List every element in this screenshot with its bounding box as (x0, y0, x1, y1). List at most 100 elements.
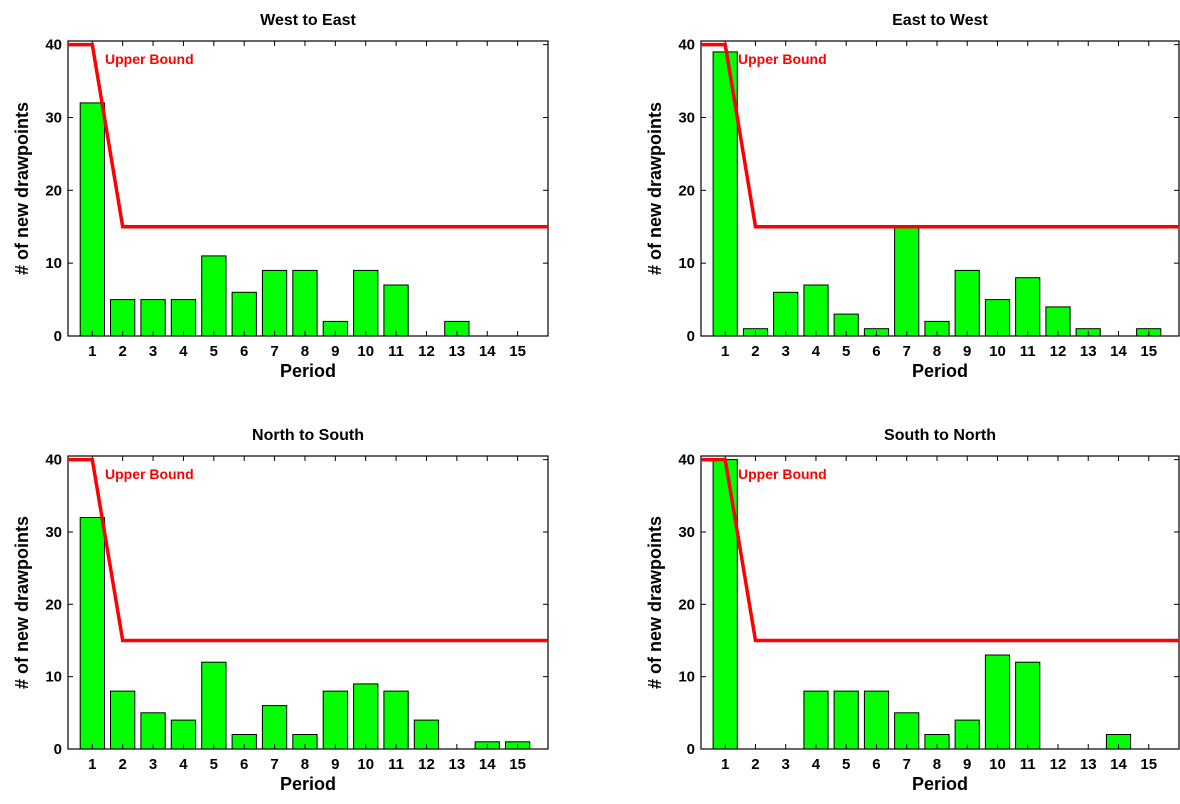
x-tick-label: 12 (1050, 343, 1067, 360)
y-tick-label: 20 (678, 596, 695, 613)
x-axis-label: Period (280, 361, 336, 381)
x-tick-label: 2 (751, 343, 759, 360)
x-tick-label: 11 (1020, 756, 1036, 773)
x-tick-label: 7 (270, 343, 278, 360)
bar-period-11 (383, 284, 409, 337)
x-axis-label: Period (912, 774, 968, 794)
y-tick-label: 40 (678, 452, 695, 469)
bar-period-3 (140, 712, 166, 750)
plot-frame (700, 455, 1180, 750)
x-tick-label: 1 (88, 343, 96, 360)
x-tick-label: 9 (963, 343, 971, 360)
x-tick-label: 2 (119, 343, 127, 360)
x-tick-label: 15 (1140, 756, 1157, 773)
y-tick-label: 40 (678, 37, 695, 54)
y-tick-label: 30 (45, 109, 62, 126)
bar-period-1 (79, 102, 105, 337)
x-tick-label: 11 (388, 756, 404, 773)
x-tick-label: 5 (842, 756, 850, 773)
x-tick-label: 9 (963, 756, 971, 773)
x-axis-label: Period (280, 774, 336, 794)
y-tick-label: 10 (678, 669, 695, 686)
y-axis-label: # of new drawpoints (645, 102, 665, 275)
bar-period-1 (79, 517, 105, 750)
bar-period-10 (984, 299, 1011, 337)
x-tick-label: 4 (812, 343, 821, 360)
x-tick-label: 3 (149, 756, 157, 773)
x-tick-label: 2 (751, 756, 759, 773)
chart-title: East to West (892, 12, 988, 29)
chart-title: West to East (260, 12, 356, 29)
x-tick-label: 7 (903, 343, 911, 360)
chart-title: North to South (252, 427, 364, 444)
y-axis-label: # of new drawpoints (12, 102, 32, 275)
x-tick-label: 10 (989, 343, 1006, 360)
x-tick-label: 4 (812, 756, 821, 773)
upper-bound-label: Upper Bound (738, 466, 827, 482)
x-tick-label: 5 (842, 343, 850, 360)
x-tick-label: 8 (301, 343, 309, 360)
x-tick-label: 14 (1110, 343, 1127, 360)
x-tick-label: 13 (449, 343, 466, 360)
y-tick-label: 10 (45, 255, 62, 272)
upper-bound-line (701, 42, 1179, 229)
upper-bound-label: Upper Bound (105, 466, 194, 482)
x-tick-label: 13 (1080, 343, 1097, 360)
bar-period-4 (803, 690, 829, 750)
bar-period-4 (803, 284, 829, 337)
x-tick-label: 10 (357, 756, 374, 773)
bar-period-10 (353, 269, 379, 337)
x-tick-label: 6 (872, 756, 880, 773)
x-tick-label: 14 (479, 756, 496, 773)
x-tick-label: 8 (301, 756, 309, 773)
x-tick-label: 4 (179, 756, 188, 773)
upper-bound-label: Upper Bound (105, 51, 194, 67)
bar-period-7 (261, 269, 288, 337)
x-tick-label: 13 (449, 756, 466, 773)
bar-period-3 (140, 299, 166, 337)
x-tick-label: 3 (782, 756, 790, 773)
x-tick-label: 9 (331, 343, 339, 360)
x-tick-label: 14 (479, 343, 496, 360)
bar-period-10 (353, 683, 379, 750)
x-tick-label: 12 (418, 343, 435, 360)
bar-period-11 (383, 690, 409, 750)
x-tick-label: 10 (989, 756, 1006, 773)
plot-frame (67, 455, 549, 750)
x-tick-label: 3 (782, 343, 790, 360)
y-tick-label: 0 (687, 741, 695, 758)
bar-period-2 (110, 690, 136, 750)
y-tick-label: 30 (45, 524, 62, 541)
x-tick-label: 6 (872, 343, 880, 360)
bar-period-8 (292, 269, 318, 337)
y-tick-label: 40 (45, 37, 62, 54)
bar-period-10 (984, 654, 1011, 750)
x-tick-label: 8 (933, 756, 941, 773)
y-axis-label: # of new drawpoints (12, 516, 32, 689)
x-tick-label: 6 (240, 343, 248, 360)
bar-period-4 (170, 299, 197, 337)
x-tick-label: 10 (357, 343, 374, 360)
x-tick-label: 7 (903, 756, 911, 773)
y-tick-label: 30 (678, 524, 695, 541)
x-tick-label: 14 (1110, 756, 1127, 773)
x-tick-label: 15 (1140, 343, 1157, 360)
x-tick-label: 9 (331, 756, 339, 773)
bar-period-11 (1015, 661, 1041, 750)
y-tick-label: 40 (45, 452, 62, 469)
bar-period-6 (863, 690, 890, 750)
chart-title: South to North (884, 427, 996, 444)
x-tick-label: 3 (149, 343, 157, 360)
x-tick-label: 1 (721, 343, 729, 360)
y-tick-label: 20 (45, 596, 62, 613)
x-tick-label: 6 (240, 756, 248, 773)
y-tick-label: 0 (687, 328, 695, 345)
upper-bound-label: Upper Bound (738, 51, 827, 67)
bar-period-9 (954, 269, 980, 337)
x-tick-label: 1 (88, 756, 96, 773)
x-tick-label: 5 (210, 343, 218, 360)
